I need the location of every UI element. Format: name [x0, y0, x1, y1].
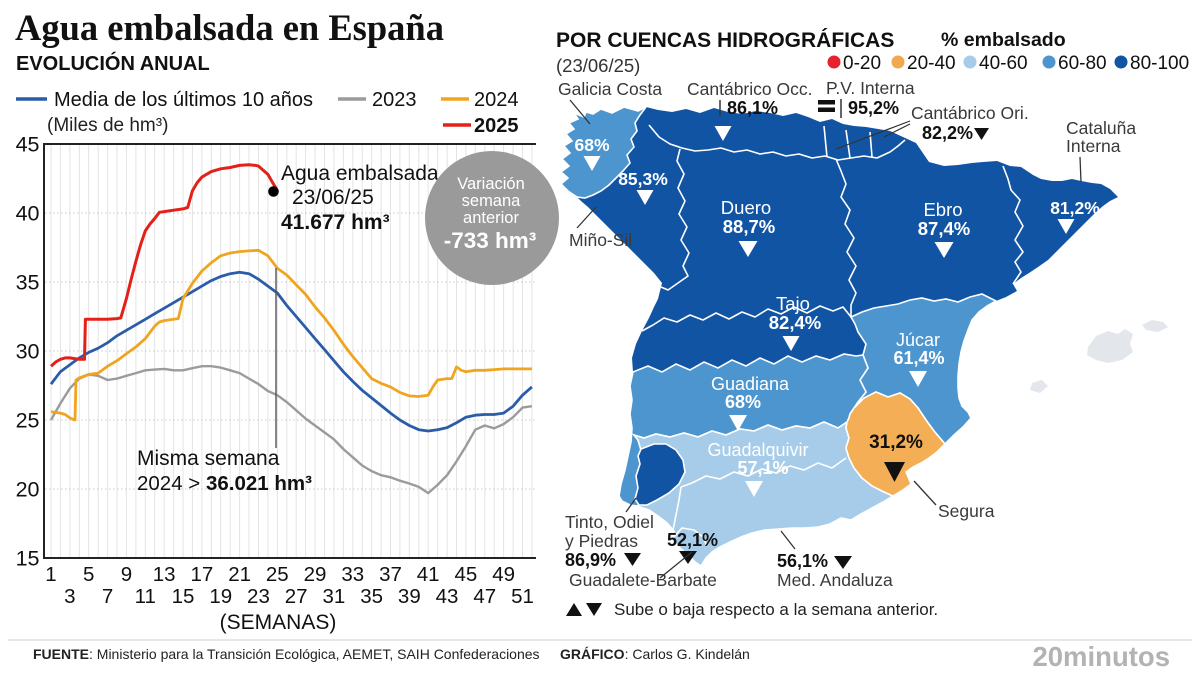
svg-text:Sube o baja respecto a la sema: Sube o baja respecto a la semana anterio…: [614, 600, 938, 619]
svg-text:11: 11: [135, 585, 156, 608]
svg-text:43: 43: [436, 585, 459, 608]
svg-text:Duero: Duero: [721, 197, 771, 218]
svg-text:40: 40: [16, 202, 40, 226]
svg-text:-733 hm³: -733 hm³: [444, 228, 537, 253]
svg-text:68%: 68%: [725, 392, 761, 412]
svg-text:15: 15: [172, 585, 195, 608]
svg-text:56,1%: 56,1%: [777, 551, 828, 571]
svg-text:Variación: Variación: [457, 175, 525, 193]
svg-text:Tajo: Tajo: [776, 293, 810, 314]
svg-text:(23/06/25): (23/06/25): [556, 55, 640, 76]
svg-text:Media de los últimos 10 años: Media de los últimos 10 años: [54, 89, 313, 111]
svg-text:P.V. Interna: P.V. Interna: [826, 78, 915, 98]
svg-text:27: 27: [285, 585, 308, 608]
svg-text:1: 1: [45, 563, 56, 586]
svg-text:Cataluña: Cataluña: [1066, 118, 1136, 138]
svg-text:60-80: 60-80: [1058, 53, 1107, 74]
svg-text:35: 35: [360, 585, 383, 608]
svg-text:25: 25: [266, 563, 289, 586]
svg-text:Interna: Interna: [1066, 136, 1121, 156]
svg-text:19: 19: [209, 585, 232, 608]
svg-text:5: 5: [83, 563, 94, 586]
svg-text:Tinto, Odiel: Tinto, Odiel: [565, 512, 654, 532]
svg-text:68%: 68%: [574, 135, 609, 155]
svg-text:39: 39: [398, 585, 421, 608]
svg-text:45: 45: [16, 133, 40, 157]
svg-text:21: 21: [228, 563, 251, 586]
svg-text:31,2%: 31,2%: [869, 432, 923, 453]
svg-text:17: 17: [190, 563, 213, 586]
svg-text:30: 30: [16, 340, 40, 364]
svg-text:EVOLUCIÓN ANUAL: EVOLUCIÓN ANUAL: [16, 51, 210, 75]
svg-text:(SEMANAS): (SEMANAS): [220, 611, 337, 634]
svg-text:57,1%: 57,1%: [737, 458, 788, 478]
svg-text:13: 13: [153, 563, 176, 586]
svg-text:82,2%: 82,2%: [922, 123, 973, 143]
svg-text:51: 51: [511, 585, 534, 608]
svg-text:23/06/25: 23/06/25: [292, 186, 374, 209]
svg-text:Ebro: Ebro: [923, 199, 962, 220]
svg-text:82,4%: 82,4%: [769, 312, 821, 333]
svg-text:Med. Andaluza: Med. Andaluza: [777, 570, 893, 590]
svg-text:3: 3: [64, 585, 75, 608]
svg-text:20-40: 20-40: [907, 53, 956, 74]
svg-text:49: 49: [492, 563, 515, 586]
svg-text:Cantábrico Occ.: Cantábrico Occ.: [687, 79, 812, 99]
svg-text:FUENTE: Ministerio para la Tra: FUENTE: Ministerio para la Transición Ec…: [33, 646, 540, 662]
svg-text:87,4%: 87,4%: [918, 218, 970, 239]
svg-text:15: 15: [16, 547, 40, 571]
svg-text:81,2%: 81,2%: [1050, 198, 1100, 218]
svg-text:23: 23: [247, 585, 270, 608]
svg-text:20: 20: [16, 478, 40, 502]
svg-text:47: 47: [473, 585, 496, 608]
svg-text:anterior: anterior: [463, 209, 519, 227]
svg-text:% embalsado: % embalsado: [941, 29, 1066, 51]
svg-text:Cantábrico Ori.: Cantábrico Ori.: [911, 103, 1029, 123]
svg-text:y Piedras: y Piedras: [565, 531, 638, 551]
svg-text:Agua embalsada en España: Agua embalsada en España: [15, 7, 444, 48]
svg-text:GRÁFICO: Carlos G. Kindelán: GRÁFICO: Carlos G. Kindelán: [560, 646, 750, 662]
svg-text:85,3%: 85,3%: [618, 169, 668, 189]
svg-text:45: 45: [455, 563, 478, 586]
svg-text:33: 33: [341, 563, 364, 586]
svg-text:41: 41: [417, 563, 440, 586]
svg-text:37: 37: [379, 563, 402, 586]
svg-text:semana: semana: [462, 192, 522, 210]
svg-text:35: 35: [16, 271, 40, 295]
svg-text:2025: 2025: [474, 115, 519, 137]
svg-text:40-60: 40-60: [979, 53, 1028, 74]
svg-text:29: 29: [304, 563, 327, 586]
svg-text:Guadalete-Barbate: Guadalete-Barbate: [569, 570, 717, 590]
svg-text:Segura: Segura: [938, 501, 995, 521]
svg-text:Júcar: Júcar: [896, 330, 940, 350]
svg-text:88,7%: 88,7%: [723, 216, 775, 237]
svg-text:Guadiana: Guadiana: [711, 374, 790, 394]
svg-text:52,1%: 52,1%: [667, 530, 718, 550]
svg-text:POR CUENCAS HIDROGRÁFICAS: POR CUENCAS HIDROGRÁFICAS: [556, 29, 894, 52]
svg-text:41.677 hm³: 41.677 hm³: [281, 211, 390, 234]
svg-text:2023: 2023: [372, 89, 417, 111]
svg-text:Agua embalsada: Agua embalsada: [281, 162, 439, 185]
svg-text:86,9%: 86,9%: [565, 550, 616, 570]
svg-text:Misma semana: Misma semana: [137, 447, 280, 470]
svg-text:Miño-Sil: Miño-Sil: [569, 230, 632, 250]
svg-text:25: 25: [16, 409, 40, 433]
svg-text:31: 31: [322, 585, 345, 608]
svg-text:9: 9: [121, 563, 132, 586]
svg-text:20minutos: 20minutos: [1032, 641, 1170, 672]
svg-text:95,2%: 95,2%: [848, 98, 899, 118]
svg-text:Guadalquivir: Guadalquivir: [707, 440, 808, 460]
svg-text:7: 7: [102, 585, 113, 608]
svg-text:80-100: 80-100: [1130, 53, 1189, 74]
svg-text:2024: 2024: [474, 89, 519, 111]
svg-text:61,4%: 61,4%: [893, 348, 944, 368]
svg-text:2024 > 36.021 hm³: 2024 > 36.021 hm³: [137, 472, 312, 495]
svg-text:0-20: 0-20: [843, 53, 881, 74]
svg-text:(Miles de hm³): (Miles de hm³): [47, 115, 168, 136]
svg-text:Galicia Costa: Galicia Costa: [558, 79, 662, 99]
svg-text:86,1%: 86,1%: [727, 98, 778, 118]
